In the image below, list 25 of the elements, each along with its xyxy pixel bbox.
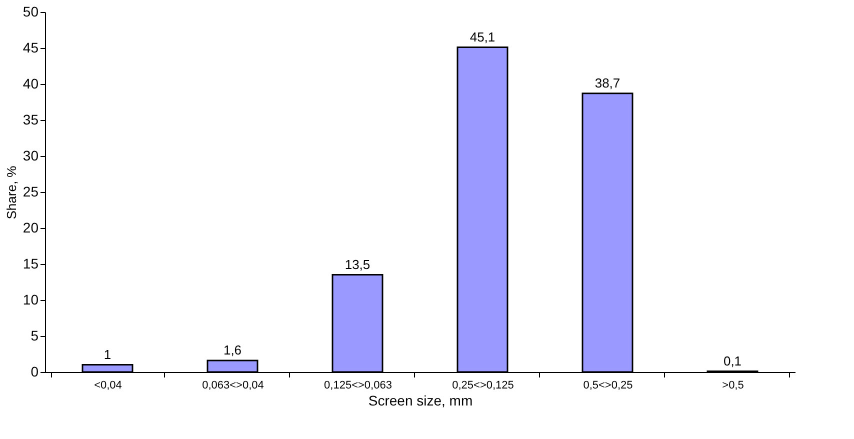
y-tick-label: 40: [22, 76, 39, 92]
y-tick-label: 25: [22, 184, 39, 200]
data-label: 45,1: [470, 29, 496, 44]
y-tick-label: 30: [22, 148, 39, 164]
data-label: 1,6: [223, 342, 242, 358]
data-label: 38,7: [594, 75, 620, 90]
x-tick-label: 0,25<>0,125: [452, 380, 514, 392]
y-tick-label: 35: [22, 112, 39, 128]
data-label: 0,1: [723, 353, 742, 368]
x-tick-label: <0,04: [94, 380, 122, 392]
y-tick-label: 20: [22, 220, 39, 236]
y-tick-label: 10: [22, 292, 39, 308]
y-tick-label: 15: [22, 256, 39, 272]
x-tick-label: 0,5<>0,25: [583, 380, 633, 392]
x-axis-title: Screen size, mm: [368, 392, 473, 408]
x-tick-label: 0,063<>0,04: [202, 380, 264, 392]
y-tick-label: 5: [30, 328, 39, 344]
data-label: 13,5: [344, 256, 370, 272]
data-label: 1: [104, 346, 112, 362]
y-tick-label: 50: [22, 4, 39, 20]
x-tick-label: >0,5: [722, 380, 744, 392]
y-axis-title: Share, %: [4, 165, 19, 220]
x-tick-label: 0,125<>0,063: [324, 380, 392, 392]
y-tick-label: 45: [22, 40, 39, 56]
y-tick-label: 0: [30, 364, 39, 380]
